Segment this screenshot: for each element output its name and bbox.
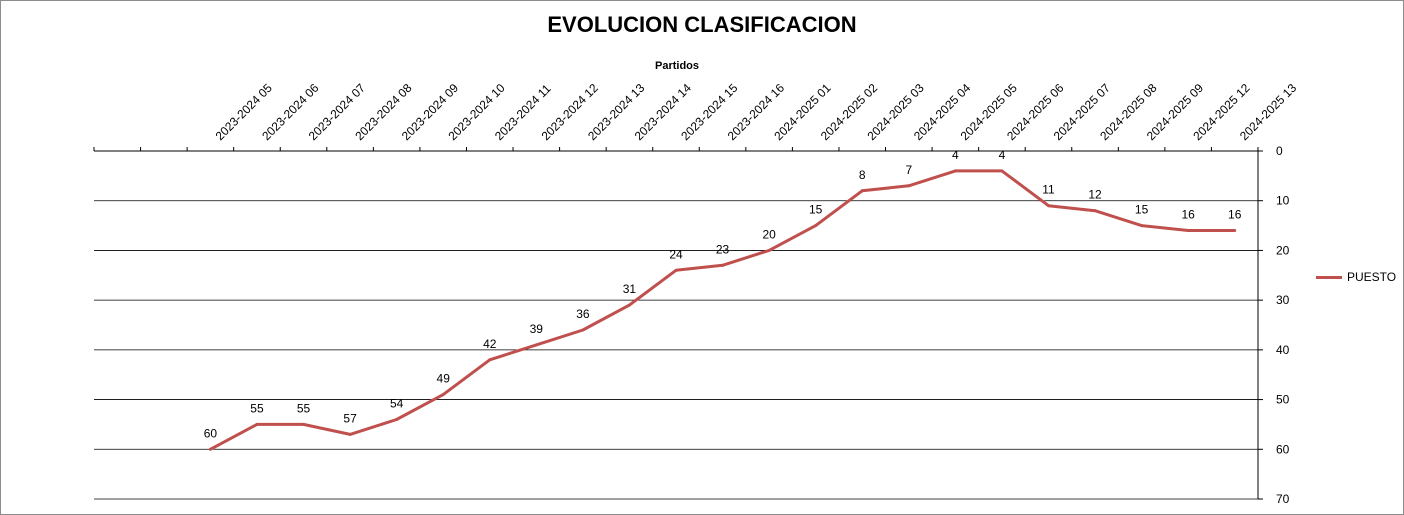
legend-label: PUESTO [1347,270,1397,284]
y-tick-label: 40 [1276,343,1290,357]
data-label: 23 [716,242,730,256]
x-axis-label: Partidos [654,60,699,72]
data-point [208,447,212,451]
chart-title: EVOLUCION CLASIFICACION [547,12,857,37]
data-label: 15 [809,203,823,217]
y-tick-label: 0 [1276,144,1283,158]
data-point [348,432,352,436]
data-point [1140,224,1144,228]
data-point [953,169,957,173]
data-point [1186,229,1190,233]
data-point [907,184,911,188]
data-label: 54 [390,396,404,410]
data-point [627,303,631,307]
y-tick-label: 50 [1276,393,1290,407]
data-point [488,358,492,362]
data-point [441,393,445,397]
data-label: 24 [669,247,683,261]
data-point [1000,169,1004,173]
data-point [674,268,678,272]
data-point [860,189,864,193]
data-point [1046,204,1050,208]
data-label: 4 [999,148,1006,162]
data-label: 42 [483,337,497,351]
data-label: 57 [343,411,357,425]
data-label: 31 [623,282,637,296]
data-label: 39 [530,322,544,336]
data-point [395,417,399,421]
data-label: 60 [204,426,218,440]
data-label: 36 [576,307,590,321]
data-point [534,343,538,347]
data-label: 11 [1042,183,1055,197]
legend: PUESTO [1316,270,1396,284]
series-line [209,169,1235,451]
y-tick-label: 20 [1276,243,1290,257]
data-label: 7 [905,163,912,177]
data-label: 55 [250,401,264,415]
data-point [581,328,585,332]
y-tick-label: 10 [1276,194,1290,208]
y-tick-label: 60 [1276,442,1290,456]
legend-swatch [1316,275,1342,279]
data-point [1233,229,1237,233]
data-label: 20 [762,227,776,241]
data-point [1093,209,1097,213]
data-point [814,224,818,228]
data-label: 55 [297,401,311,415]
data-label: 8 [859,168,866,182]
y-tick-label: 30 [1276,293,1290,307]
data-label: 16 [1181,208,1195,222]
data-point [255,422,259,426]
data-point [302,422,306,426]
data-label: 12 [1088,188,1102,202]
y-tick-label: 70 [1276,492,1290,506]
data-label: 16 [1228,208,1242,222]
data-label: 15 [1135,203,1149,217]
data-label: 49 [437,372,451,386]
data-point [767,248,771,252]
data-point [721,263,725,267]
data-label: 4 [952,148,959,162]
